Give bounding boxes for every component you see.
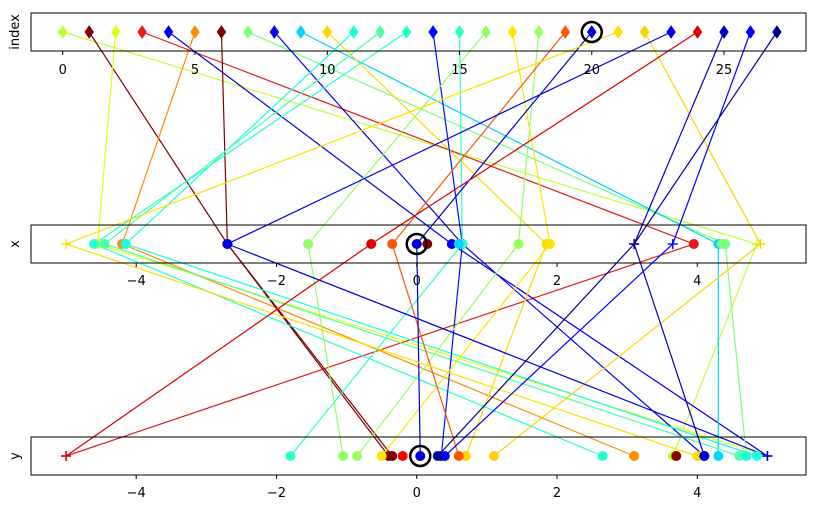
- y-extra-point-1: [672, 452, 681, 461]
- connection-line-21: [66, 32, 697, 456]
- index-point-11: [349, 26, 358, 39]
- tick-label-y-2: 0: [413, 486, 421, 501]
- x-point-24: [367, 240, 376, 249]
- index-point-23: [667, 26, 676, 39]
- index-point-10: [323, 26, 332, 39]
- connection-line-1: [89, 32, 392, 456]
- tick-label-index-4: 20: [583, 63, 600, 78]
- y-point-19: [454, 452, 463, 461]
- connection-line-8: [274, 32, 704, 456]
- tick-label-y-3: 2: [553, 486, 561, 501]
- index-point-14: [429, 26, 438, 39]
- index-point-2: [111, 26, 120, 39]
- x-extra-point-2: [717, 240, 726, 249]
- y-point-9: [714, 452, 723, 461]
- y-point-22: [489, 452, 498, 461]
- tick-label-x-2: 0: [413, 274, 421, 289]
- y-extra-point-0: [398, 452, 407, 461]
- axis-label-x: x: [8, 240, 23, 248]
- y-extra-point-3: [742, 452, 751, 461]
- index-point-18: [534, 26, 543, 39]
- tick-label-x-3: 2: [553, 274, 561, 289]
- y-point-5: [630, 452, 639, 461]
- y-point-11: [752, 452, 761, 461]
- x-point-18: [514, 240, 523, 249]
- x-point-16: [304, 240, 313, 249]
- x-point-23: [223, 240, 232, 249]
- y-point-27: [433, 452, 442, 461]
- tick-label-y-0: −4: [127, 486, 146, 501]
- y-point-20: [416, 452, 425, 461]
- connection-line-12: [105, 32, 740, 456]
- x-point-17: [546, 240, 555, 249]
- tick-label-x-0: −4: [127, 274, 146, 289]
- tick-label-x-1: −2: [267, 274, 286, 289]
- tick-label-index-0: 0: [59, 63, 67, 78]
- tick-label-x-4: 4: [693, 274, 701, 289]
- index-point-7: [243, 26, 252, 39]
- connection-line-0: [63, 32, 757, 456]
- x-point-19: [388, 240, 397, 249]
- y-point-16: [339, 452, 348, 461]
- index-point-12: [376, 26, 385, 39]
- index-point-21: [614, 26, 623, 39]
- x-point-12: [100, 240, 109, 249]
- y-point-23: [762, 451, 772, 461]
- index-point-3: [138, 26, 147, 39]
- index-point-8: [270, 26, 279, 39]
- index-point-5: [190, 26, 199, 39]
- x-point-11: [121, 240, 130, 249]
- x-point-21: [61, 239, 71, 249]
- index-point-17: [508, 26, 517, 39]
- index-point-24: [693, 26, 702, 39]
- highlight-markers: [407, 22, 602, 466]
- tick-label-y-1: −2: [267, 486, 286, 501]
- axis-frame-index: [31, 13, 806, 51]
- axis-label-y: y: [8, 452, 23, 460]
- connection-line-24: [66, 32, 697, 456]
- y-point-17: [377, 452, 386, 461]
- y-point-18: [353, 452, 362, 461]
- y-point-15: [286, 452, 295, 461]
- x-point-3: [689, 240, 698, 249]
- tick-label-index-1: 5: [191, 63, 199, 78]
- x-extra-point-3: [454, 240, 463, 249]
- x-point-13: [90, 240, 99, 249]
- index-point-25: [720, 26, 729, 39]
- tick-label-index-3: 15: [451, 63, 468, 78]
- index-point-13: [402, 26, 411, 39]
- y-point-13: [598, 452, 607, 461]
- index-point-9: [296, 26, 305, 39]
- index-point-26: [746, 26, 755, 39]
- tick-label-index-5: 25: [716, 63, 733, 78]
- index-point-6: [217, 26, 226, 39]
- index-point-4: [164, 26, 173, 39]
- tick-label-y-4: 4: [693, 486, 701, 501]
- index-point-15: [455, 26, 464, 39]
- connection-line-15: [291, 32, 463, 456]
- tick-label-index-2: 10: [319, 63, 336, 78]
- axis-label-index: index: [8, 14, 23, 50]
- connection-line-13: [94, 32, 602, 456]
- y-point-24: [61, 451, 71, 461]
- connection-line-5: [122, 32, 634, 456]
- index-point-0: [58, 26, 67, 39]
